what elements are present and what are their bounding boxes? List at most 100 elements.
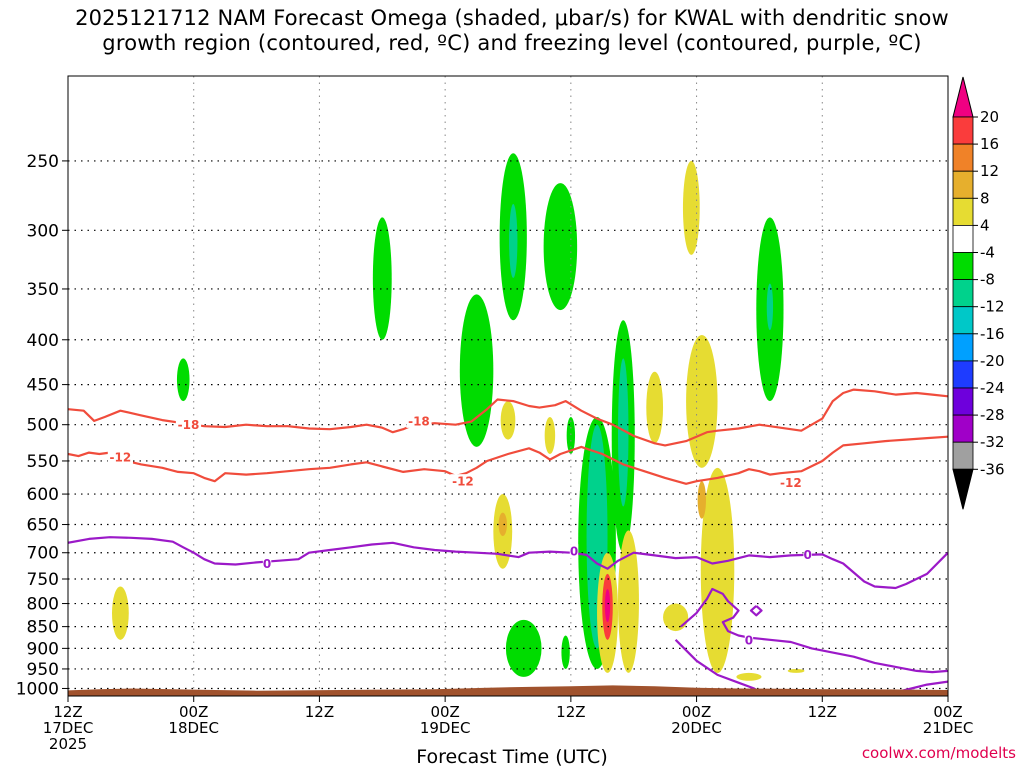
contour-label-bg — [175, 417, 202, 432]
x-tick-label-2-0: 12Z — [305, 703, 334, 721]
omega-region-22 — [646, 371, 664, 444]
y-tick-label-850: 850 — [27, 618, 59, 638]
chart-title-line-2: growth region (contoured, red, ºC) and f… — [102, 31, 922, 55]
omega-region-25 — [686, 334, 718, 468]
colorbar: 20 16 12 8 4 -4 -8 -12 -16 -20 -24 -28 -32 -36 — [952, 76, 1005, 510]
terrain-fill — [68, 685, 948, 696]
colorbar-swatch-14 — [952, 468, 974, 510]
colorbar-swatch-3 — [952, 170, 974, 199]
colorbar-swatch-8 — [952, 306, 974, 335]
x-tick-label-0-0: 12Z — [53, 703, 82, 721]
colorbar-label-5: -4 — [980, 244, 995, 262]
colorbar-swatch-1 — [952, 116, 974, 145]
contour-label-bg — [406, 413, 432, 428]
omega-region-30 — [766, 283, 774, 331]
colorbar-swatch-13 — [952, 441, 974, 470]
plot-frame — [67, 75, 949, 697]
colorbar-label-4: 4 — [980, 216, 990, 234]
omega-region-23 — [663, 603, 689, 632]
omega-region-31 — [787, 668, 805, 673]
contour-label-1-1: -12 — [452, 475, 474, 489]
y-tick-label-250: 250 — [27, 152, 59, 172]
x-axis-label: Forecast Time (UTC) — [416, 746, 608, 768]
colorbar-label-2: 12 — [980, 162, 999, 180]
contour-label-2-0: 0 — [263, 557, 271, 571]
x-tick-label-3-1: 19DEC — [420, 719, 471, 737]
contour-label-bg — [803, 547, 812, 562]
omega-region-6 — [509, 204, 518, 278]
x-tick-label-1-1: 18DEC — [168, 719, 219, 737]
contour-2 — [68, 536, 948, 590]
y-tick-label-350: 350 — [27, 280, 59, 300]
colorbar-swatch-2 — [952, 143, 974, 172]
colorbar-swatch-11 — [952, 387, 974, 416]
omega-region-7 — [543, 183, 578, 311]
omega-region-27 — [697, 481, 706, 519]
y-tick-label-750: 750 — [27, 570, 59, 590]
y-tick-label-500: 500 — [27, 416, 59, 436]
x-tick-label-6-0: 12Z — [808, 703, 837, 721]
omega-region-9 — [498, 512, 507, 537]
colorbar-swatch-10 — [952, 360, 974, 389]
y-tick-label-600: 600 — [27, 485, 59, 505]
omega-region-20 — [618, 358, 629, 507]
contour-label-0-0: -18 — [178, 418, 200, 432]
colorbar-label-12: -32 — [980, 433, 1005, 451]
colorbar-label-10: -24 — [980, 379, 1005, 397]
y-tick-label-900: 900 — [27, 639, 59, 659]
omega-shading-layer — [112, 153, 805, 681]
contour-label-bg — [107, 449, 133, 464]
colorbar-swatch-4 — [952, 197, 974, 226]
omega-region-28 — [736, 672, 762, 681]
omega-region-1 — [176, 358, 190, 402]
x-tick-label-1-0: 00Z — [179, 703, 208, 721]
omega-region-13 — [566, 417, 576, 454]
contour-label-3-0: 0 — [745, 633, 753, 647]
contour-0 — [68, 388, 948, 447]
contour-label-2-1: 0 — [570, 545, 578, 559]
contour-label-1-0: -12 — [110, 450, 132, 464]
y-tick-label-700: 700 — [27, 544, 59, 564]
contour-label-2-2: 0 — [803, 548, 811, 562]
omega-region-0 — [112, 586, 129, 640]
colorbar-label-13: -36 — [980, 460, 1005, 478]
x-tick-label-0-2: 2025 — [49, 735, 87, 753]
colorbar-label-7: -12 — [980, 298, 1005, 316]
contour-label-0-1: -18 — [408, 414, 430, 428]
y-tick-label-550: 550 — [27, 452, 59, 472]
omega-region-3 — [459, 294, 494, 447]
contour-1 — [68, 435, 948, 485]
y-tick-label-1000: 1000 — [16, 679, 59, 699]
colorbar-swatch-0 — [952, 76, 974, 118]
x-tick-label-5-0: 00Z — [682, 703, 711, 721]
colorbar-swatch-5 — [952, 224, 974, 253]
omega-region-12 — [561, 635, 570, 669]
colorbar-label-8: -16 — [980, 325, 1005, 343]
colorbar-swatch-12 — [952, 414, 974, 443]
x-tick-label-4-0: 12Z — [556, 703, 585, 721]
contour-label-bg — [450, 474, 476, 489]
colorbar-label-0: 20 — [980, 108, 999, 126]
y-axis-pressure-ticks: 2503003504004505005506006507007508008509… — [16, 152, 68, 699]
x-tick-label-7-0: 00Z — [933, 703, 962, 721]
omega-region-18 — [604, 589, 611, 623]
terrain-layer — [68, 685, 948, 696]
contour-label-1-2: -12 — [780, 476, 802, 490]
contour-label-bg — [744, 632, 754, 647]
contour-layer: -18 -18 -12 -12 -12 0 0 0 0 — [68, 388, 948, 694]
colorbar-swatch-7 — [952, 279, 974, 308]
x-tick-label-7-1: 21DEC — [923, 719, 974, 737]
omega-region-24 — [682, 160, 700, 255]
y-tick-label-400: 400 — [27, 331, 59, 351]
colorbar-label-6: -8 — [980, 271, 995, 289]
contour-label-bg — [569, 544, 579, 559]
colorbar-label-3: 8 — [980, 189, 990, 207]
omega-region-2 — [372, 217, 392, 340]
chart-title-line-1: 2025121712 NAM Forecast Omega (shaded, μ… — [75, 6, 949, 30]
colorbar-swatch-6 — [952, 252, 974, 281]
x-tick-label-0-1: 17DEC — [43, 719, 94, 737]
x-tick-label-3-0: 00Z — [430, 703, 459, 721]
contour-label-bg — [262, 556, 272, 571]
